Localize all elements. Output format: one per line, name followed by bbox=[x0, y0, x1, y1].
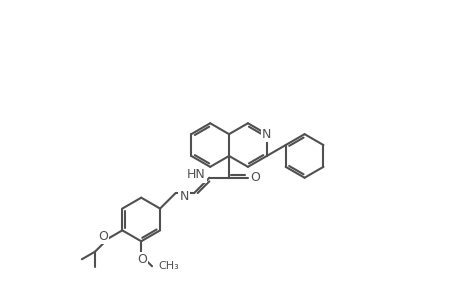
Text: N: N bbox=[179, 190, 189, 202]
Text: O: O bbox=[137, 253, 147, 266]
Text: CH₃: CH₃ bbox=[157, 261, 178, 271]
Text: HN: HN bbox=[186, 168, 205, 181]
Text: N: N bbox=[262, 128, 271, 141]
Text: O: O bbox=[98, 230, 108, 243]
Text: O: O bbox=[250, 171, 260, 184]
